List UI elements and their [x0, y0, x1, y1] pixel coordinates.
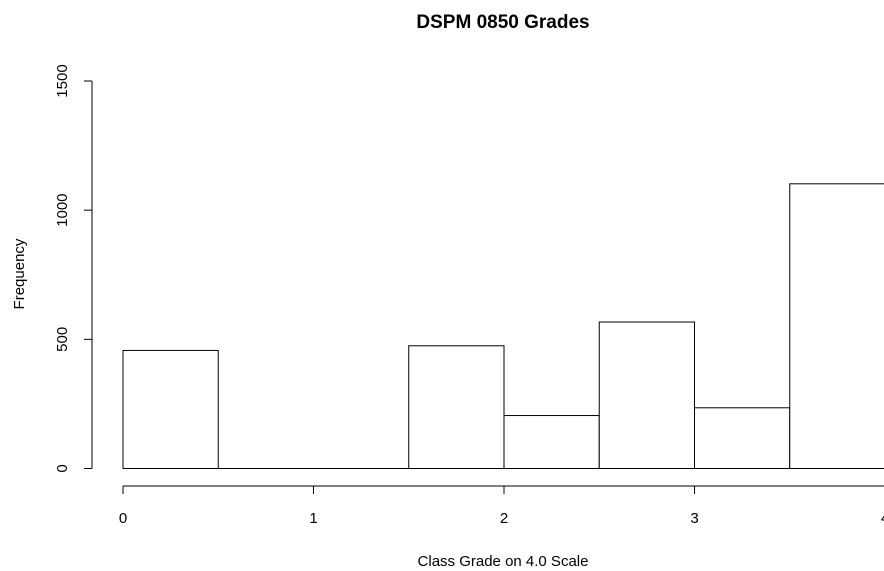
- x-tick-label: 1: [309, 510, 317, 527]
- histogram-bar: [598, 321, 695, 469]
- y-tick-label: 500: [54, 327, 71, 352]
- histogram-bar: [694, 407, 791, 469]
- x-tick-label: 3: [690, 510, 698, 527]
- histogram-bar: [503, 415, 600, 469]
- y-axis: 0 500 1000 1500: [54, 64, 93, 473]
- x-tick-label: 2: [500, 510, 508, 527]
- y-tick-label: 0: [54, 464, 71, 472]
- y-tick-label: 1000: [54, 193, 71, 226]
- x-axis: 0 1 2 3 4: [119, 485, 884, 527]
- x-axis-label: Class Grade on 4.0 Scale: [418, 553, 589, 570]
- chart-title: DSPM 0850 Grades: [416, 12, 589, 33]
- histogram-bar: [408, 345, 505, 469]
- x-tick-label: 0: [119, 510, 127, 527]
- y-axis-label: Frequency: [11, 238, 28, 309]
- histogram-bar: [122, 349, 219, 470]
- y-tick-label: 1500: [54, 64, 71, 97]
- x-tick-label: 4: [881, 510, 884, 527]
- histogram-bars: [122, 183, 884, 470]
- histogram-bar: [789, 183, 884, 469]
